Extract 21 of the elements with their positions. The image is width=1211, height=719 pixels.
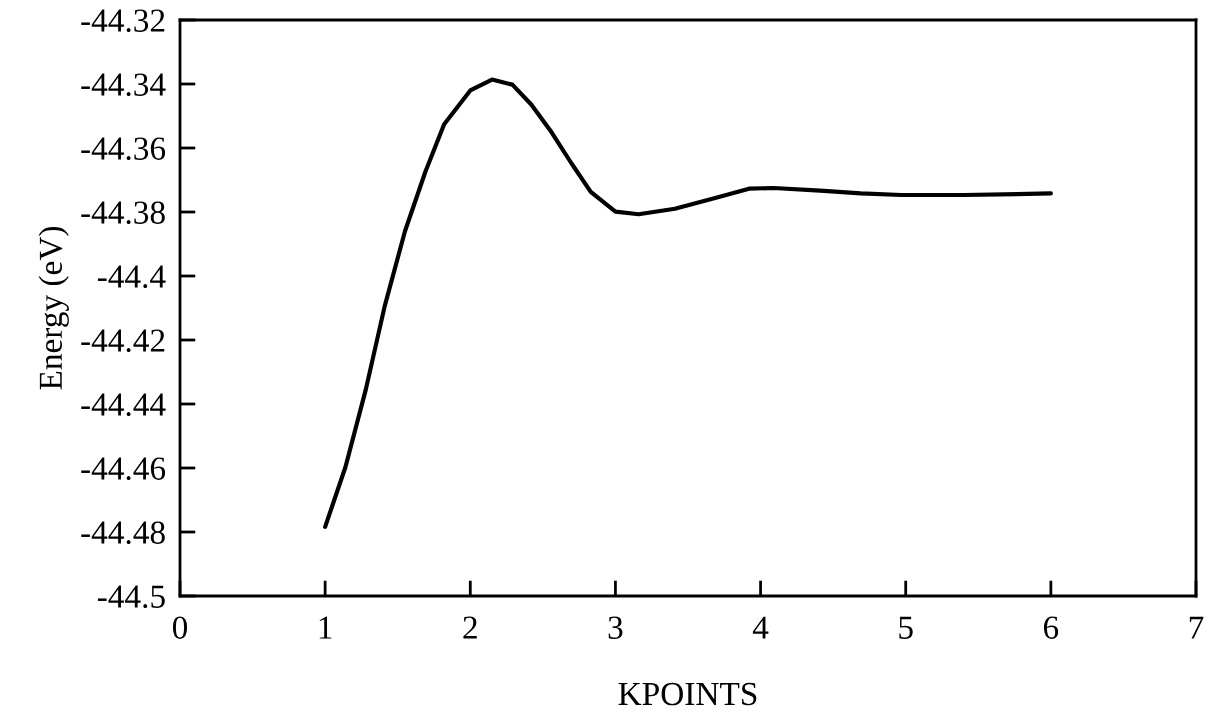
y-tick-label: -44.44 bbox=[81, 393, 166, 417]
x-tick-label: 0 bbox=[172, 616, 188, 639]
y-tick-label: -44.4 bbox=[97, 265, 166, 289]
x-tick-label: 1 bbox=[319, 616, 332, 639]
line-series bbox=[323, 77, 1053, 529]
x-tick-label: 5 bbox=[899, 616, 913, 639]
y-tick-label: -44.5 bbox=[97, 585, 165, 609]
x-tick-label: 2 bbox=[463, 616, 477, 639]
y-tick-label: -44.34 bbox=[81, 73, 166, 97]
x-tick-label: 7 bbox=[1189, 616, 1204, 639]
x-tick-label: 6 bbox=[1043, 616, 1059, 639]
y-tick-label: -44.32 bbox=[81, 9, 165, 33]
y-axis-title: Energy (eV) bbox=[38, 226, 69, 390]
x-axis-title: KPOINTS bbox=[618, 682, 757, 706]
y-tick-label: -44.48 bbox=[81, 521, 165, 545]
y-tick-label: -44.42 bbox=[81, 329, 165, 353]
y-tick-label: -44.38 bbox=[81, 201, 165, 225]
y-tick-label: -44.46 bbox=[81, 457, 166, 481]
y-tick-label: -44.36 bbox=[81, 137, 166, 161]
x-tick-label: 3 bbox=[608, 616, 623, 639]
x-tick-label: 4 bbox=[752, 616, 769, 639]
